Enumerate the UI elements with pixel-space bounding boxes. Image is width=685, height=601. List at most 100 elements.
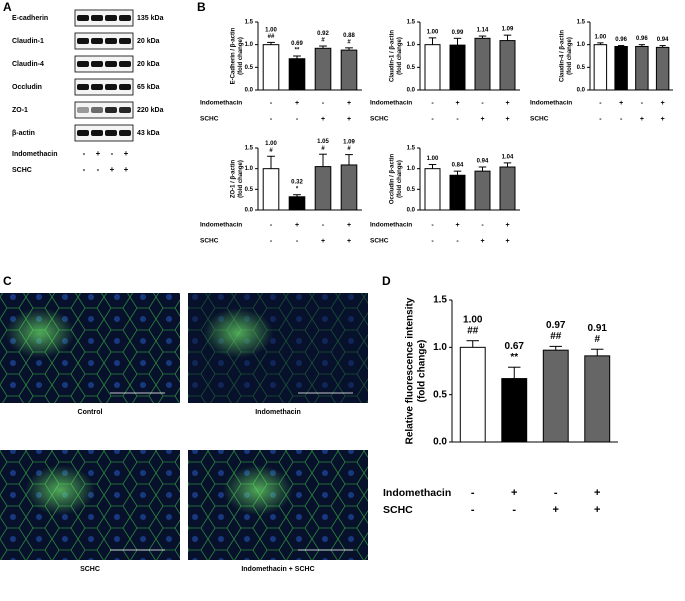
y-tick-label: 1.0 [245,166,254,172]
blot-frame [74,32,134,50]
value-label: 1.14 [477,28,489,34]
treatment-sign: - [481,100,484,107]
y-axis-label: Relative fluorescence intensity [405,297,416,444]
y-axis-label: (fold change) [417,340,428,403]
y-axis-label: (fold change) [397,160,403,198]
treatment-name: SCHC [370,238,389,245]
bar [314,166,332,211]
blot-band [105,84,117,90]
treatment-sign: + [321,116,325,123]
value-label: 0.94 [657,37,669,43]
significance: # [269,148,273,154]
value-label: 0.69 [291,41,303,47]
value-label: 0.84 [452,163,464,169]
value-label: 0.67 [505,341,525,352]
treatment-sign: + [96,149,101,158]
y-axis-label: (fold change) [238,160,244,198]
y-tick-label: 0.5 [407,187,416,193]
value-label: 1.00 [427,29,439,35]
y-tick-label: 0.0 [407,208,416,214]
blot-band [91,84,103,90]
blot-size: 65 kDa [137,84,160,91]
y-axis-label: ZO-1 / β-actin [231,160,237,199]
value-label: 0.97 [546,320,566,331]
value-label: 0.99 [452,30,464,36]
blot-band [119,15,131,21]
y-tick-label: 1.5 [245,20,254,26]
treatment-sign: - [270,238,273,245]
micrograph-glow [223,465,293,515]
treatment-sign: + [347,100,351,107]
treatment-sign: + [619,100,623,107]
micrograph-caption: Indomethacin [255,409,301,416]
blot-band [77,15,89,21]
treatment-name: Indomethacin [200,222,242,229]
y-tick-label: 0.5 [245,65,254,71]
y-tick-label: 1.5 [577,20,586,26]
y-tick-label: 0.5 [577,65,586,71]
treatment-sign: + [505,100,509,107]
micrograph-caption: SCHC [80,566,100,573]
blot-band [105,38,117,44]
treatment-sign: + [594,487,600,499]
value-label: 1.09 [343,140,355,146]
blot-band [91,61,103,67]
bar [424,44,441,91]
treatment-sign: - [111,149,114,158]
blot-band [91,130,103,136]
bar [340,164,358,211]
bar [424,168,441,211]
treatment-sign: + [124,149,129,158]
value-label: 0.92 [317,31,329,37]
treatment-sign: - [599,116,602,123]
blot-label: E-cadherin [12,15,48,22]
treatment-sign: - [471,504,475,516]
value-label: 1.09 [502,27,514,33]
blot-band [119,84,131,90]
bar [262,44,280,91]
blot-size: 20 kDa [137,61,160,68]
blot-band [119,38,131,44]
micrograph-caption: Indomethacin + SCHC [241,566,314,573]
treatment-sign: - [471,487,475,499]
y-axis-label: Occludin / β-actin [390,154,396,205]
y-tick-label: 1.0 [407,42,416,48]
treatment-sign: + [321,238,325,245]
treatment-sign: + [661,100,665,107]
value-label: 0.88 [343,33,355,39]
significance: # [594,334,600,345]
treatment-name: Indomethacin [12,151,58,158]
blot-frame [74,9,134,27]
treatment-sign: - [620,116,623,123]
value-label: 1.00 [265,27,277,33]
blot-label: Claudin-1 [12,38,44,45]
bar [340,49,358,91]
treatment-sign: + [455,100,459,107]
panel-label: A [3,0,12,14]
micrograph-cells [0,450,180,560]
bar [499,166,516,211]
bar [459,346,486,443]
treatment-sign: + [347,222,351,229]
significance: # [321,38,325,44]
treatment-name: Indomethacin [370,222,412,229]
micrograph-glow [203,308,273,358]
treatment-sign: - [512,504,516,516]
blot-label: Claudin-4 [12,61,44,68]
value-label: 0.91 [588,323,608,334]
treatment-sign: - [296,116,299,123]
blot-band [105,15,117,21]
significance: ## [550,331,562,342]
y-axis-label: (fold change) [567,37,573,75]
y-tick-label: 1.0 [245,42,254,48]
blot-size: 220 kDa [137,107,164,114]
treatment-sign: + [124,165,129,174]
blot-size: 135 kDa [137,15,164,22]
y-axis-label: Claudin-4 / β-actin [560,30,566,82]
value-label: 0.94 [477,159,489,165]
blot-band [105,107,117,113]
treatment-sign: - [270,222,273,229]
bar [262,168,280,211]
bar [501,378,528,443]
bar [584,355,611,443]
